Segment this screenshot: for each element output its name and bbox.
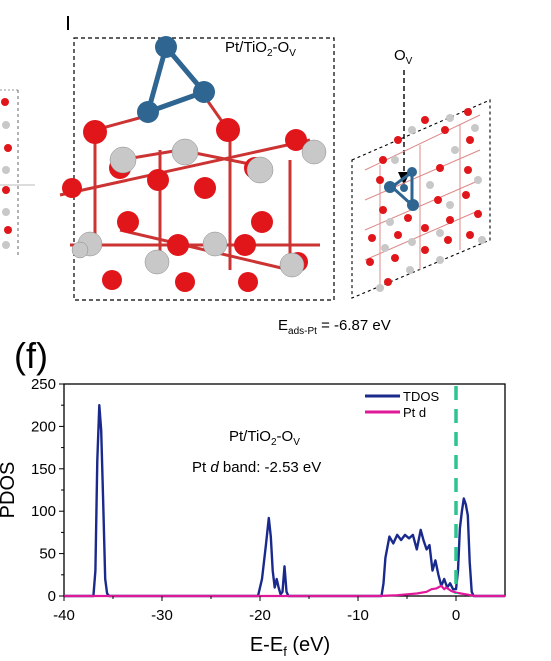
structure-panel: Pt/TiO2-OV OV xyxy=(0,16,491,337)
y-ticks: 0 50 100 150 200 250 xyxy=(31,376,64,605)
y-tick-label: 50 xyxy=(39,546,56,563)
plot-frame xyxy=(63,383,506,597)
energy-label: Eads-Pt = -6.87 eV xyxy=(278,317,391,337)
x-ticks: -40 -30 -20 -10 0 xyxy=(53,596,460,624)
y-tick-label: 100 xyxy=(31,503,56,520)
annotation-title: Pt/TiO2-OV xyxy=(229,428,300,448)
main-structure-box xyxy=(73,37,335,301)
legend-label-pt-d: Pt d xyxy=(403,405,426,420)
x-tick-label: -30 xyxy=(151,607,173,624)
slab-structure-box xyxy=(351,99,491,299)
x-tick-label: -20 xyxy=(249,607,271,624)
y-tick-label: 150 xyxy=(31,461,56,478)
structure-label: Pt/TiO2-OV xyxy=(225,39,296,59)
x-tick-label: 0 xyxy=(452,607,460,624)
legend-label-tdos: TDOS xyxy=(403,389,439,404)
left-partial-structure xyxy=(0,89,35,255)
series-line-pt-d xyxy=(64,584,505,598)
x-tick-label: -10 xyxy=(347,607,369,624)
x-tick-label: -40 xyxy=(53,607,75,624)
legend: TDOS Pt d xyxy=(365,389,439,420)
y-tick-label: 0 xyxy=(48,588,56,605)
annotation-band: Pt d band: -2.53 eV xyxy=(192,459,321,476)
panel-label: (f) xyxy=(14,335,48,376)
pdos-chart: -40 -30 -20 -10 0 0 50 100 150 200 250 PDOS E-Ef … xyxy=(0,376,506,659)
slab-structure-atoms xyxy=(364,108,486,292)
y-tick-label: 200 xyxy=(31,418,56,435)
y-tick-label: 250 xyxy=(31,376,56,393)
y-axis-label: PDOS xyxy=(0,462,19,519)
vacancy-label: OV xyxy=(394,47,413,67)
x-axis-label: E-Ef (eV) xyxy=(250,634,330,659)
main-structure-atoms xyxy=(59,36,327,292)
